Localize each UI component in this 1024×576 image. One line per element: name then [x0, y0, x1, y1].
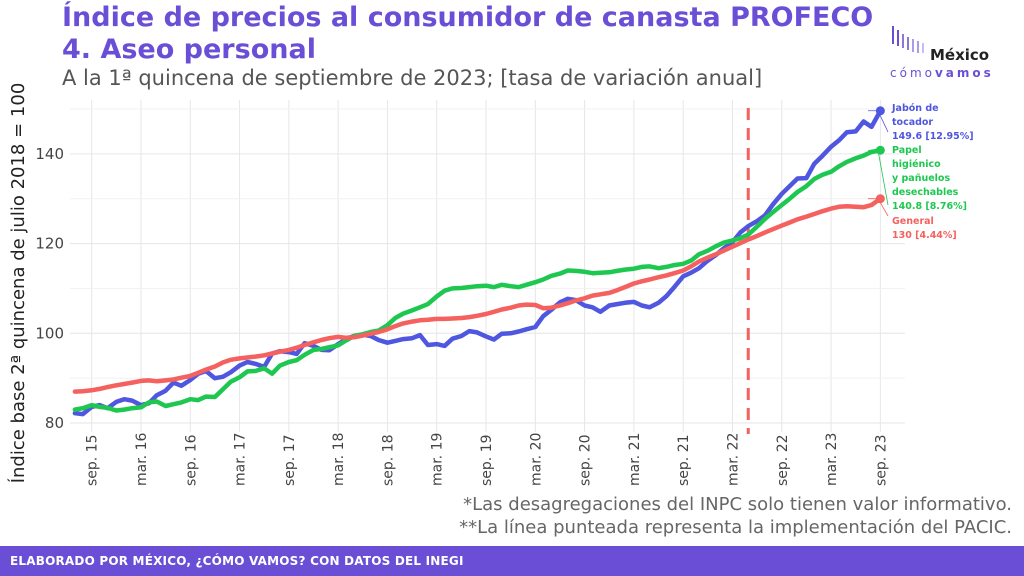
x-tick-label: mar. 16	[134, 433, 150, 486]
x-tick-label: sep. 15	[85, 434, 101, 486]
footnote-pacic: **La línea punteada representa la implem…	[459, 517, 1012, 538]
series-end-point	[875, 106, 885, 116]
series-end-labels: Jabón de tocador 149.6 [12.95%] Papel higién…	[868, 103, 974, 241]
logo-sub-b: vamos	[934, 66, 994, 80]
logo-sub-a: cómo	[890, 66, 935, 80]
chart-title: Índice de precios al consumidor de canas…	[62, 2, 873, 66]
y-tick-label: 120	[35, 235, 64, 253]
footnote-informative: *Las desagregaciones del INPC solo tiene…	[463, 494, 1012, 515]
series-end-point	[875, 194, 885, 204]
series-end-label: desechables	[892, 187, 959, 198]
x-tick-label: sep. 18	[380, 434, 396, 486]
x-tick-label: mar. 18	[331, 433, 347, 486]
logo-word: México	[930, 46, 990, 64]
x-axis-ticks: sep. 15 mar. 16 sep. 16 mar. 17 sep. 17 mar. …	[85, 433, 890, 486]
series-line	[72, 196, 883, 394]
y-tick-label: 140	[35, 145, 64, 163]
chart-title-line1: Índice de precios al consumidor de canas…	[62, 2, 874, 33]
x-tick-label: sep. 19	[479, 434, 495, 486]
x-tick-label: mar. 22	[725, 433, 741, 486]
label-connector	[868, 110, 889, 133]
x-tick-label: sep. 16	[183, 434, 199, 486]
series-end-label: 149.6 [12.95%]	[892, 131, 974, 142]
series-lines	[72, 106, 885, 417]
grid	[70, 100, 905, 432]
x-tick-label: sep. 17	[282, 434, 298, 486]
y-axis-label: Índice base 2ª quincena de julio 2018 = …	[7, 83, 29, 484]
logo-subtitle: cómovamos	[890, 66, 994, 80]
chart-subtitle: A la 1ª quincena de septiembre de 2023; …	[62, 66, 763, 90]
x-tick-label: sep. 22	[775, 434, 791, 486]
x-tick-label: mar. 20	[528, 433, 544, 486]
logo-bars-icon	[892, 26, 924, 53]
x-tick-label: mar. 17	[233, 433, 249, 486]
y-tick-label: 100	[35, 324, 64, 342]
series-end-label: 140.8 [8.76%]	[892, 201, 967, 212]
series-end-label: Jabón de	[891, 103, 939, 114]
series-line	[72, 108, 883, 417]
x-tick-label: mar. 19	[430, 433, 446, 486]
y-tick-label: 80	[45, 414, 64, 432]
label-connector	[868, 198, 889, 217]
series-end-label: tocador	[892, 117, 933, 128]
footer-bar: ELABORADO POR MÉXICO, ¿CÓMO VAMOS? CON D…	[0, 546, 1024, 576]
x-tick-label: mar. 21	[627, 433, 643, 486]
x-tick-label: sep. 23	[873, 434, 889, 486]
mexico-como-vamos-logo: México cómovamos	[888, 22, 1008, 84]
series-end-label: higiénico	[892, 159, 941, 170]
chart-title-line2: 4. Aseo personal	[62, 34, 316, 65]
x-tick-label: sep. 20	[578, 434, 594, 486]
series-end-label: y pañuelos	[892, 173, 950, 184]
x-tick-label: mar. 23	[824, 433, 840, 486]
series-line	[72, 147, 883, 413]
series-end-label: Papel	[892, 145, 922, 156]
footer-credit: ELABORADO POR MÉXICO, ¿CÓMO VAMOS? CON D…	[10, 554, 464, 568]
label-connector	[868, 149, 889, 206]
series-end-label: 130 [4.44%]	[892, 230, 957, 241]
series-end-label: General	[892, 216, 934, 227]
y-axis-ticks: 80 100 120 140	[35, 145, 64, 432]
x-tick-label: sep. 21	[676, 434, 692, 486]
